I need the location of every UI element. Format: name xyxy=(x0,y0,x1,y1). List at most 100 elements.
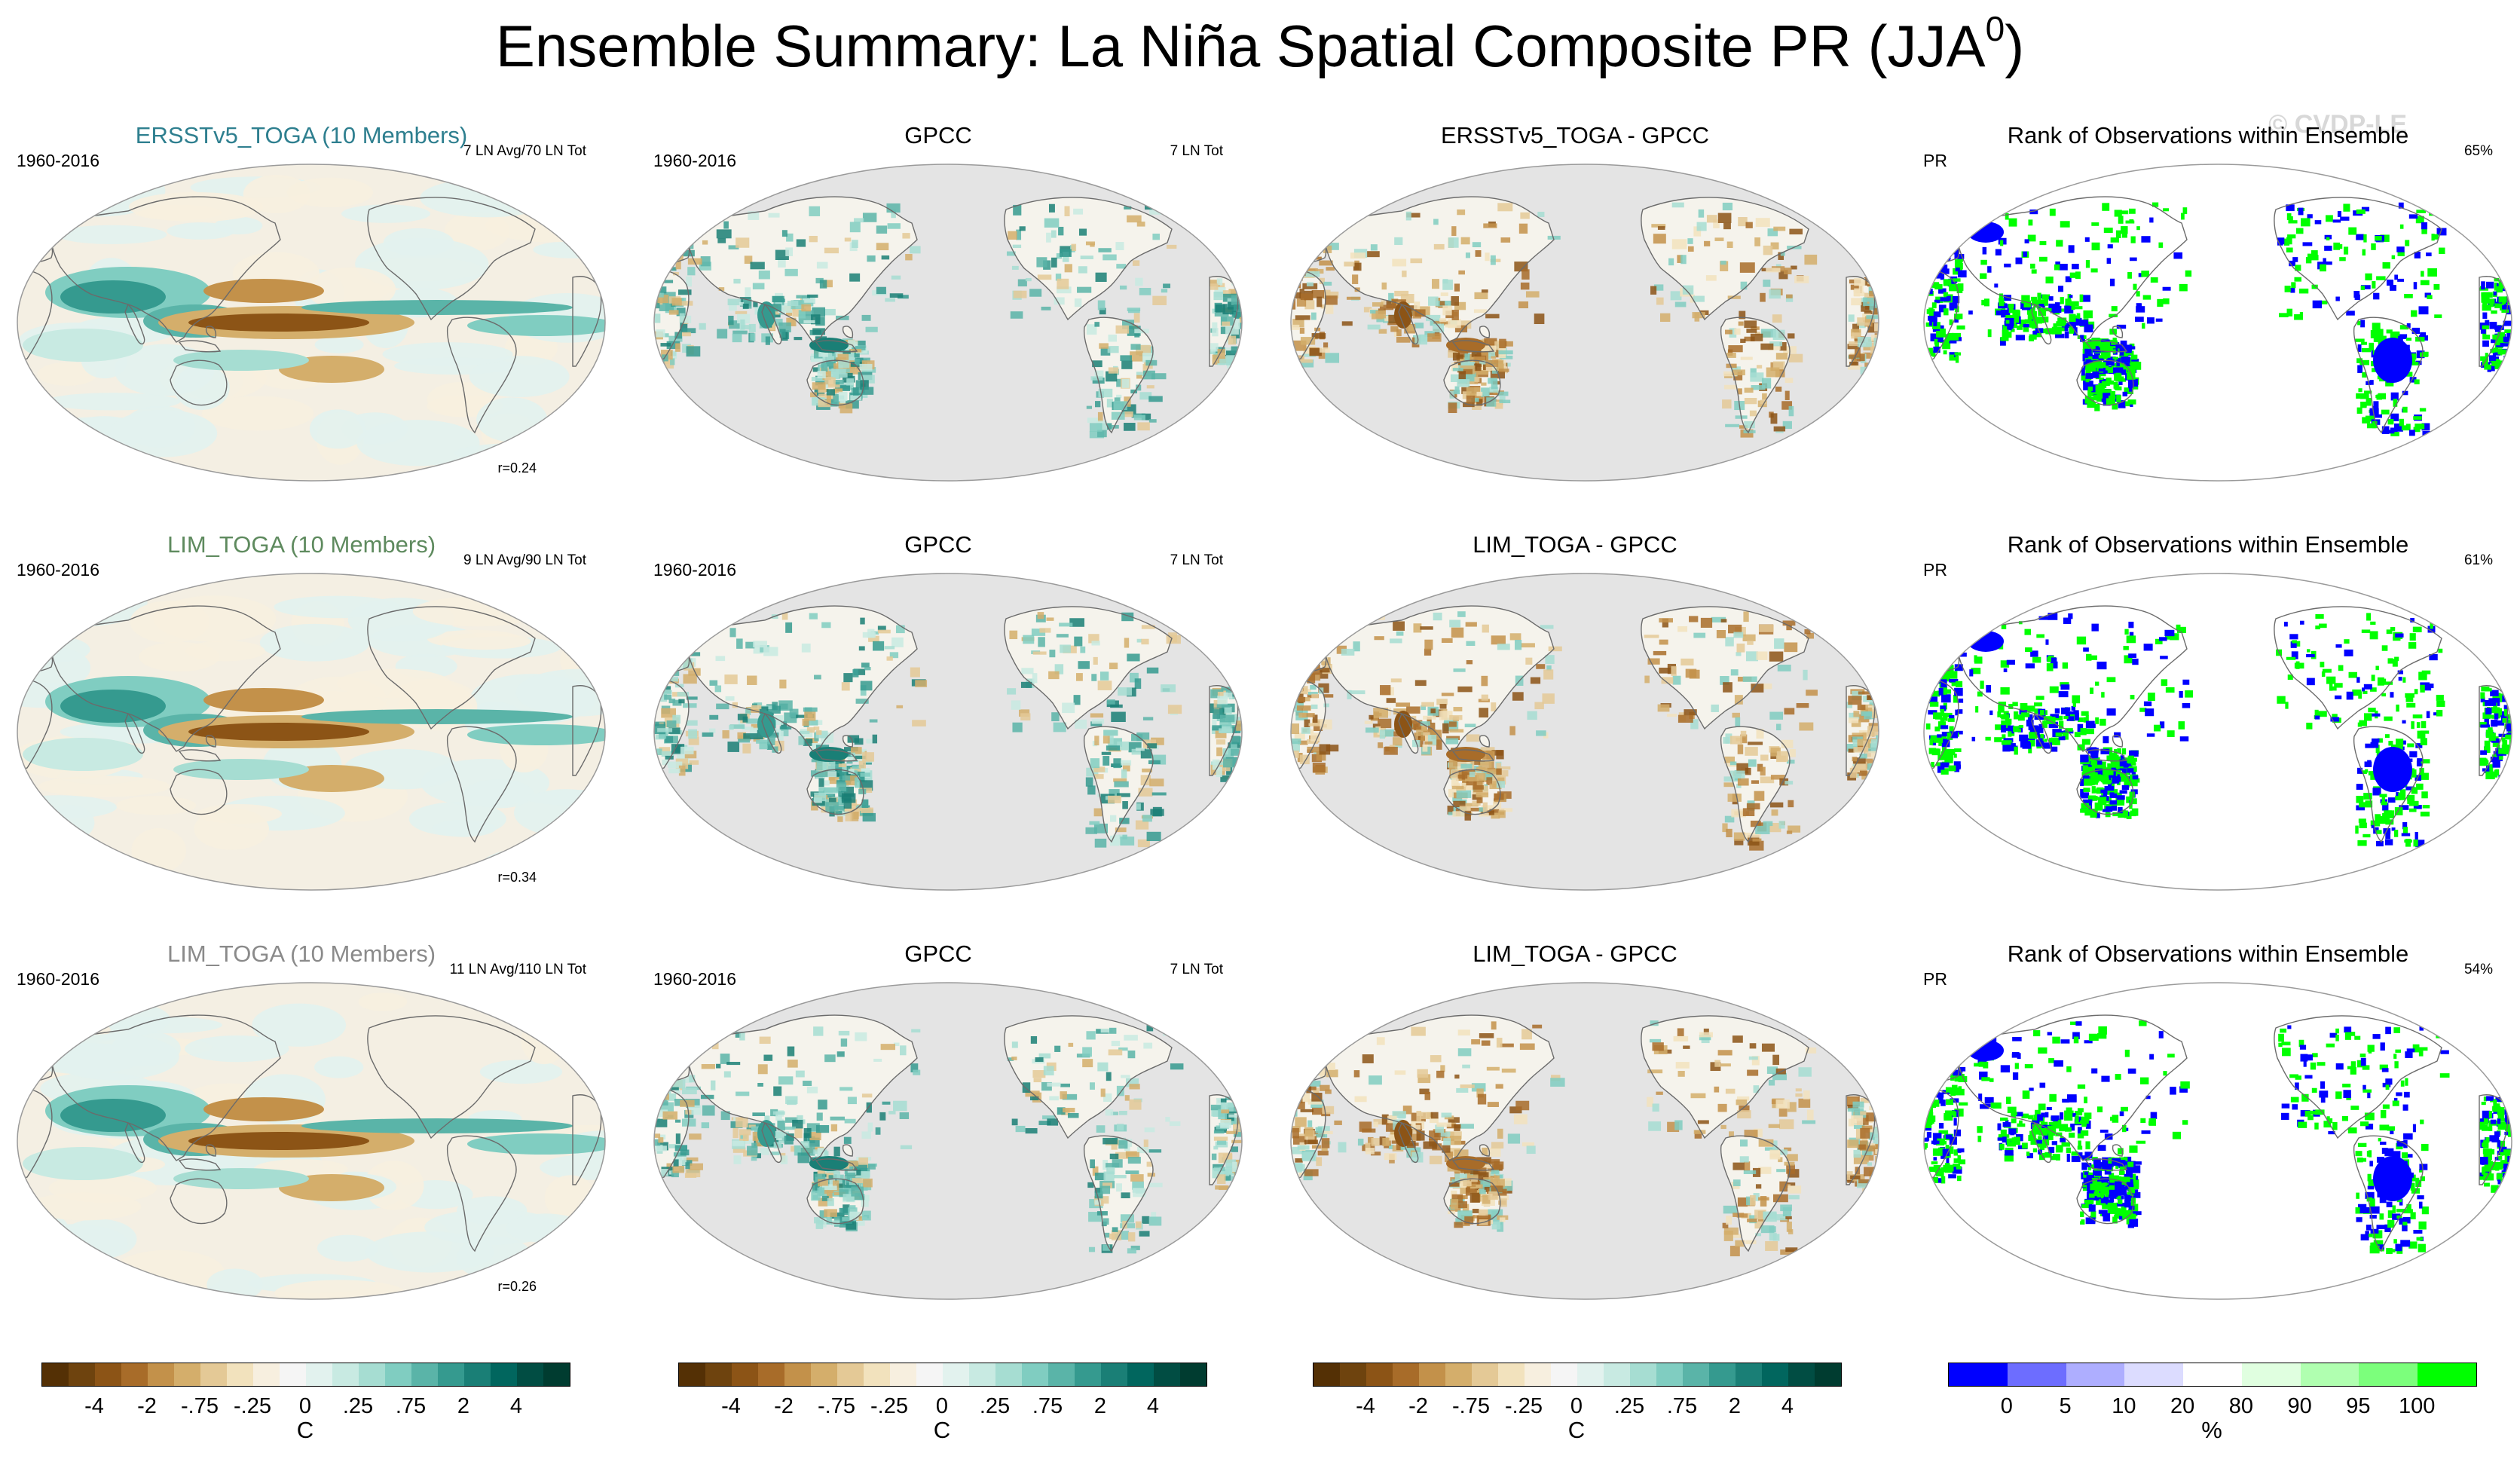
coastline-europe xyxy=(1291,647,1327,674)
coastline-samerica xyxy=(1083,726,1154,843)
colorbar-swatch xyxy=(1472,1363,1498,1386)
coastline-europe xyxy=(1924,237,1960,265)
coastline-indo xyxy=(178,326,222,353)
difference-title: LIM_TOGA - GPCC xyxy=(1473,531,1677,558)
coastline-asia xyxy=(50,1014,281,1161)
colorbar-swatch xyxy=(811,1363,837,1386)
pattern-correlation: r=0.34 xyxy=(497,870,537,885)
coastline-europe xyxy=(1291,237,1327,265)
coastline-india xyxy=(2031,303,2052,345)
colorbar-swatch xyxy=(517,1363,543,1386)
colorbar-swatch xyxy=(148,1363,174,1386)
coastline-samerica xyxy=(2353,726,2424,843)
colorbar-swatch xyxy=(1101,1363,1127,1386)
colorbar-swatch xyxy=(705,1363,732,1386)
globe-border xyxy=(1290,982,1879,1300)
coastline-africa xyxy=(1209,276,1239,367)
period-label: 1960-2016 xyxy=(17,969,99,989)
colorbar-tick-label: .75 xyxy=(1032,1394,1063,1418)
coastline-indo xyxy=(178,735,222,762)
coastline-africaWest xyxy=(17,678,53,772)
coastline-australia xyxy=(2076,769,2134,815)
coastline-africa xyxy=(1846,685,1876,776)
colorbar-tick-label: 95 xyxy=(2346,1394,2371,1418)
coastline-samerica xyxy=(1083,1135,1154,1252)
globe-border xyxy=(1290,164,1879,482)
colorbar-swatch xyxy=(969,1363,995,1386)
globe-border xyxy=(653,982,1243,1300)
coastline-asia xyxy=(1323,1014,1555,1161)
map-globe xyxy=(17,164,606,482)
colorbar-swatch xyxy=(543,1363,570,1386)
period-label: 1960-2016 xyxy=(17,560,99,580)
colorbar-swatch xyxy=(227,1363,253,1386)
coastline-samerica xyxy=(1720,317,1791,434)
coastline-africaWest xyxy=(654,678,690,772)
variable-label: PR xyxy=(1923,560,1947,580)
colorbar-tick-label: -.25 xyxy=(870,1394,908,1418)
coastline-samerica xyxy=(1720,726,1791,843)
colorbar-tick-label: 4 xyxy=(1146,1394,1160,1418)
colorbar-swatch xyxy=(438,1363,464,1386)
coastline-namerica xyxy=(1004,1015,1173,1139)
coastline-europe xyxy=(1291,1056,1327,1083)
coastline-africa xyxy=(1846,1094,1876,1185)
model-panel-row-1: ERSSTv5_TOGA (10 Members) 1960-2016 7 LN A… xyxy=(0,113,606,505)
obs-panel-row-2: GPCC 1960-2016 7 LN Tot xyxy=(637,522,1243,914)
coastline-asia xyxy=(687,605,918,752)
coastline-india xyxy=(2031,712,2052,754)
coastline-indo xyxy=(178,1144,222,1171)
coastline-africa xyxy=(1209,685,1239,776)
colorbar-tick-label: -.75 xyxy=(818,1394,855,1418)
event-count-label: 7 LN Tot xyxy=(1170,143,1223,159)
rank-title: Rank of Observations within Ensemble xyxy=(2007,531,2409,558)
colorbar-tick-label: 0 xyxy=(935,1394,949,1418)
colorbar-swatch xyxy=(1815,1363,1841,1386)
coastline-australia xyxy=(806,359,864,406)
difference-title: LIM_TOGA - GPCC xyxy=(1473,941,1677,967)
coastline-samerica xyxy=(1083,317,1154,434)
colorbar-tick-label: 2 xyxy=(457,1394,470,1418)
globe-border xyxy=(17,164,606,482)
coastline-india xyxy=(124,712,145,754)
colorbar-swatch xyxy=(69,1363,95,1386)
colorbar-swatch xyxy=(2300,1363,2359,1386)
colorbar-swatch xyxy=(174,1363,200,1386)
map-globe xyxy=(653,982,1243,1300)
globe-border xyxy=(1923,164,2512,482)
obs-title: GPCC xyxy=(904,531,972,558)
coastline-india xyxy=(1398,1121,1419,1164)
period-label: 1960-2016 xyxy=(17,151,99,170)
obs-panel-row-3: GPCC 1960-2016 7 LN Tot xyxy=(637,931,1243,1323)
map-globe xyxy=(1290,164,1879,482)
coastline-indo xyxy=(815,735,858,762)
colorbar-swatch xyxy=(1022,1363,1048,1386)
coastline-australia xyxy=(170,769,228,815)
difference-title: ERSSTv5_TOGA - GPCC xyxy=(1440,122,1709,148)
coastline-australia xyxy=(2076,1178,2134,1225)
colorbar-tick-label: .25 xyxy=(1613,1394,1645,1418)
map-globe xyxy=(653,164,1243,482)
coastline-europe xyxy=(1924,1056,1960,1083)
colorbar-tick-label: -2 xyxy=(1408,1394,1428,1418)
coastline-africa xyxy=(572,276,602,367)
globe-border xyxy=(1290,573,1879,891)
colorbar-swatch xyxy=(784,1363,811,1386)
colorbar-tick-label: -.75 xyxy=(1452,1394,1490,1418)
coastline-australia xyxy=(170,359,228,406)
coastline-europe xyxy=(1924,647,1960,674)
coastline-africa xyxy=(2479,685,2509,776)
colorbar-swatches xyxy=(1948,1363,2477,1387)
variable-label: PR xyxy=(1923,969,1947,989)
globe-background xyxy=(1924,573,2512,890)
colorbar-swatch xyxy=(42,1363,69,1386)
coastline-namerica xyxy=(367,197,536,321)
rank-panel-row-2: Rank of Observations within Ensemble PR 61… xyxy=(1907,522,2512,914)
precip-colorbar: -4 -2 -.75 -.25 0 .25 .75 2 4 C xyxy=(678,1363,1221,1453)
coastline-indo xyxy=(1451,326,1495,353)
coastline-australia xyxy=(170,1178,228,1225)
member-count-label: 9 LN Avg/90 LN Tot xyxy=(463,552,586,568)
colorbar-tick-label: 0 xyxy=(1570,1394,1583,1418)
colorbar-swatch xyxy=(1366,1363,1393,1386)
colorbar-swatch xyxy=(1656,1363,1683,1386)
